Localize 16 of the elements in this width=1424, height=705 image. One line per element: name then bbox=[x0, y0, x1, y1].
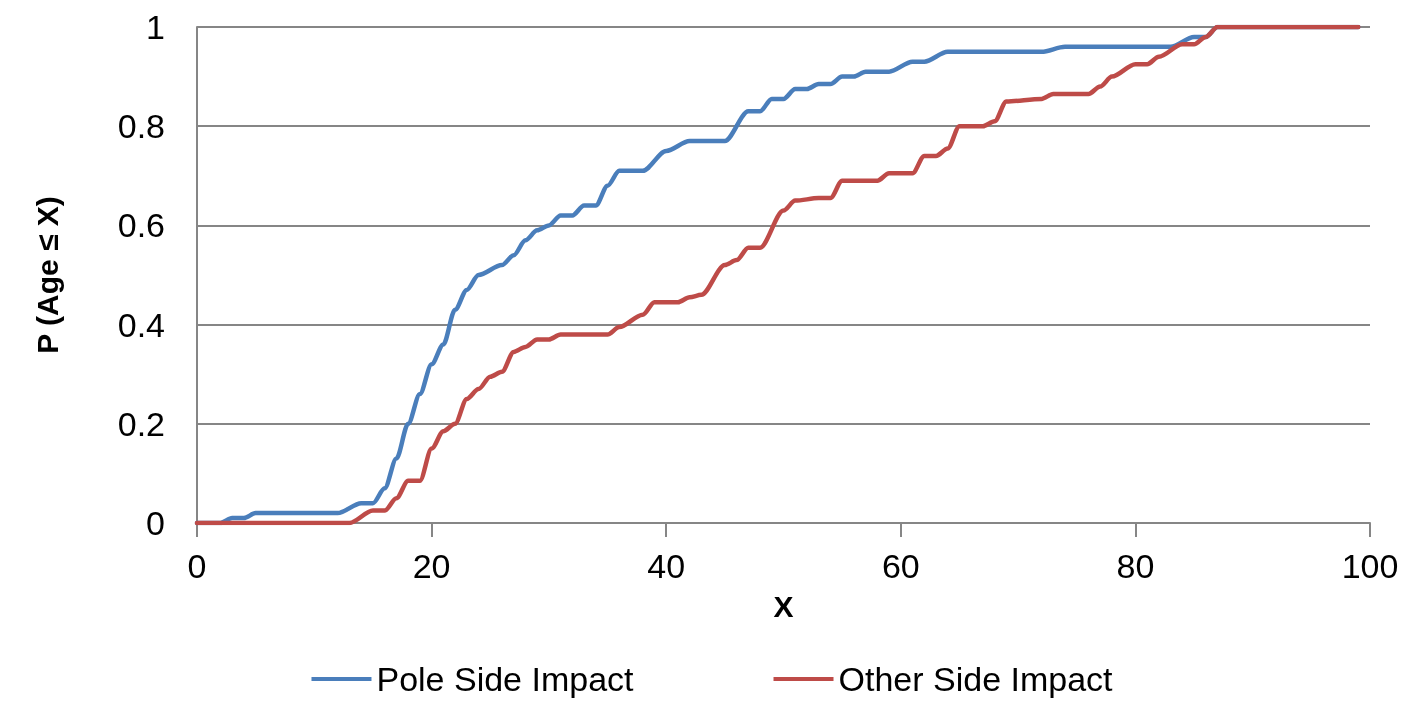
x-tick-label: 80 bbox=[1116, 547, 1155, 585]
y-tick-label: 1 bbox=[146, 8, 165, 46]
x-tick-label: 100 bbox=[1341, 547, 1399, 585]
x-tick-label: 20 bbox=[412, 547, 451, 585]
x-tick-label: 60 bbox=[881, 547, 920, 585]
y-tick-label: 0.2 bbox=[117, 404, 165, 443]
legend-label: Other Side Impact bbox=[838, 660, 1114, 698]
x-tick-label: 0 bbox=[187, 547, 207, 585]
x-tick-label: 40 bbox=[647, 547, 686, 585]
y-tick-label: 0.6 bbox=[117, 206, 165, 245]
legend-label: Pole Side Impact bbox=[376, 660, 635, 698]
y-tick-label: 0.8 bbox=[117, 107, 165, 146]
y-tick-label: 0.4 bbox=[117, 305, 165, 344]
y-axis-title: P (Age ≤ X) bbox=[30, 196, 64, 354]
x-axis-title: X bbox=[773, 589, 794, 623]
y-tick-label: 0 bbox=[146, 504, 165, 542]
